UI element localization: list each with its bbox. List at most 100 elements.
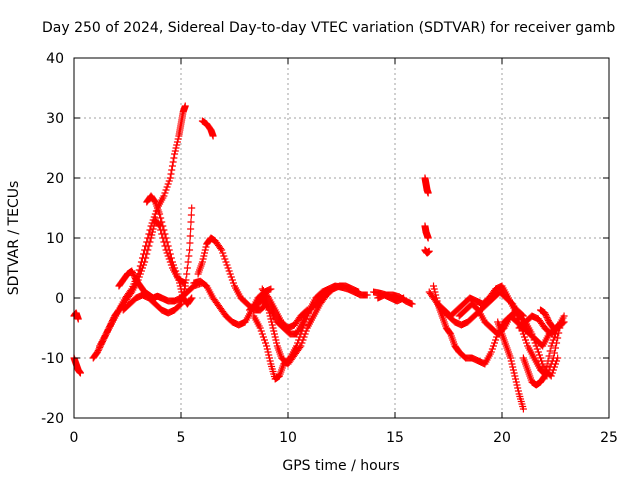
data-point bbox=[168, 166, 176, 174]
data-point bbox=[175, 276, 183, 284]
data-point bbox=[182, 276, 190, 284]
data-point bbox=[202, 243, 210, 251]
data-point bbox=[550, 333, 558, 341]
data-point bbox=[303, 306, 311, 314]
data-point bbox=[507, 357, 515, 365]
data-point bbox=[223, 261, 231, 269]
data-point bbox=[201, 246, 209, 254]
data-point bbox=[549, 324, 557, 332]
data-point bbox=[183, 270, 191, 278]
data-point bbox=[165, 177, 173, 185]
data-point bbox=[160, 226, 168, 234]
data-point bbox=[507, 354, 515, 362]
data-point bbox=[138, 264, 146, 272]
data-point bbox=[267, 285, 275, 293]
x-axis-label: GPS time / hours bbox=[282, 458, 399, 474]
data-point bbox=[271, 333, 279, 341]
data-point bbox=[543, 314, 551, 321]
data-point bbox=[446, 329, 454, 337]
data-point bbox=[151, 197, 159, 205]
data-point bbox=[167, 254, 175, 262]
data-point bbox=[542, 311, 550, 318]
data-point bbox=[200, 252, 208, 260]
data-point bbox=[185, 252, 193, 260]
data-point bbox=[510, 369, 518, 377]
data-point bbox=[167, 170, 175, 178]
data-point bbox=[513, 381, 521, 389]
data-point bbox=[546, 347, 554, 355]
data-point bbox=[514, 315, 522, 323]
data-point bbox=[228, 276, 236, 284]
data-point bbox=[325, 288, 333, 296]
data-point bbox=[537, 354, 545, 362]
data-point bbox=[295, 336, 303, 344]
chart-title: Day 250 of 2024, Sidereal Day-to-day VTE… bbox=[42, 20, 615, 36]
x-tick-label: 10 bbox=[279, 430, 297, 446]
data-point bbox=[489, 342, 497, 350]
data-point bbox=[201, 249, 209, 257]
data-point bbox=[512, 378, 520, 386]
data-point bbox=[183, 264, 191, 272]
data-point bbox=[222, 258, 230, 266]
data-point bbox=[140, 261, 148, 269]
data-point bbox=[144, 246, 152, 254]
data-point bbox=[224, 264, 232, 272]
data-point bbox=[545, 366, 553, 374]
data-point bbox=[187, 225, 195, 233]
data-point bbox=[184, 258, 192, 266]
data-point bbox=[513, 312, 521, 320]
data-point bbox=[492, 336, 500, 344]
data-point bbox=[324, 289, 332, 297]
data-point bbox=[541, 372, 549, 380]
data-point bbox=[508, 360, 516, 368]
data-point bbox=[131, 273, 139, 281]
data-point bbox=[514, 387, 522, 395]
data-point bbox=[424, 189, 432, 197]
data-point bbox=[425, 247, 433, 255]
data-point bbox=[162, 234, 170, 242]
data-point bbox=[94, 348, 102, 356]
data-point bbox=[130, 272, 138, 279]
data-point bbox=[149, 225, 157, 233]
data-point bbox=[528, 330, 536, 338]
data-point bbox=[519, 405, 527, 413]
data-point bbox=[512, 375, 520, 383]
data-point bbox=[530, 336, 538, 344]
data-point bbox=[547, 342, 555, 350]
data-point bbox=[219, 249, 227, 257]
data-point bbox=[169, 158, 177, 166]
data-point bbox=[164, 180, 172, 188]
data-point bbox=[545, 352, 553, 360]
data-point bbox=[137, 267, 145, 275]
data-point bbox=[259, 333, 267, 341]
data-point bbox=[170, 154, 178, 162]
y-axis-label: SDTVAR / TECUs bbox=[6, 181, 22, 296]
data-point bbox=[76, 369, 84, 377]
data-point bbox=[187, 218, 195, 226]
data-point bbox=[129, 270, 137, 278]
y-tick-label: 40 bbox=[46, 51, 64, 67]
data-point bbox=[176, 301, 184, 309]
data-point bbox=[260, 336, 268, 344]
data-point bbox=[560, 312, 568, 320]
data-point bbox=[150, 213, 158, 221]
data-point bbox=[488, 345, 496, 353]
data-point bbox=[162, 186, 170, 194]
data-point bbox=[514, 384, 522, 392]
y-tick-label: 20 bbox=[46, 171, 64, 187]
data-point bbox=[171, 264, 179, 272]
data-point bbox=[94, 347, 102, 354]
data-point bbox=[272, 336, 280, 344]
data-point bbox=[163, 238, 171, 246]
y-tick-label: 0 bbox=[55, 291, 64, 307]
data-point bbox=[552, 344, 559, 352]
y-tick-label: -10 bbox=[41, 351, 64, 367]
data-point bbox=[136, 270, 144, 278]
data-point bbox=[95, 345, 103, 353]
data-point bbox=[256, 324, 264, 332]
data-point bbox=[170, 261, 178, 269]
data-point bbox=[534, 348, 542, 356]
data-point bbox=[535, 351, 543, 359]
data-point bbox=[157, 214, 165, 222]
data-point bbox=[509, 366, 517, 374]
